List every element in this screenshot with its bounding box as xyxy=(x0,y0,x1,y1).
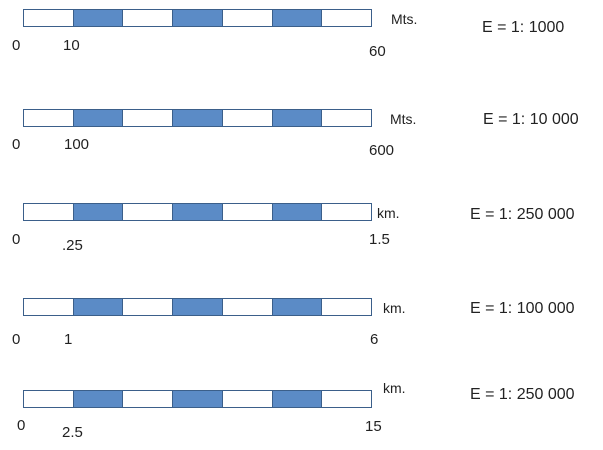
scale-bar-row-1: Mts. 0 10 60 E = 1: 1000 xyxy=(0,9,603,69)
end-tick-label: 600 xyxy=(369,142,395,159)
first-tick-label: 100 xyxy=(64,136,90,153)
bar-segment-filled xyxy=(272,110,323,126)
bar-segment-filled xyxy=(173,110,223,126)
bar-segment xyxy=(24,10,74,26)
bar-segment xyxy=(222,110,273,126)
unit-label: Mts. xyxy=(391,11,418,27)
bar-segment xyxy=(24,299,74,315)
scale-bar xyxy=(23,9,372,27)
bar-segment-filled xyxy=(173,204,223,220)
bar-segment-filled xyxy=(73,10,124,26)
end-tick-label: 6 xyxy=(370,331,379,348)
bar-segment xyxy=(24,391,74,407)
start-tick-label: 0 xyxy=(12,331,21,348)
scale-bar-row-4: km. 0 1 6 E = 1: 100 000 xyxy=(0,298,603,358)
scale-bar xyxy=(23,390,372,408)
end-tick-label: 60 xyxy=(369,43,386,60)
bar-segment xyxy=(123,299,174,315)
bar-segment-filled xyxy=(173,10,223,26)
bar-segment xyxy=(322,110,372,126)
scale-ratio: E = 1: 1000 xyxy=(482,19,565,36)
scale-ratio: E = 1: 250 000 xyxy=(470,206,575,223)
scale-bar xyxy=(23,203,372,221)
scale-bar xyxy=(23,109,372,127)
bar-segment xyxy=(123,204,174,220)
scale-bar-row-3: km. 0 .25 1.5 E = 1: 250 000 xyxy=(0,203,603,263)
first-tick-label: 10 xyxy=(63,37,80,54)
bar-segment-filled xyxy=(73,110,124,126)
bar-segment xyxy=(222,391,273,407)
unit-label: Mts. xyxy=(390,111,417,127)
bar-segment-filled xyxy=(173,391,223,407)
bar-segment-filled xyxy=(272,204,323,220)
unit-label: km. xyxy=(383,300,406,316)
bar-segment-filled xyxy=(73,204,124,220)
bar-segment xyxy=(123,110,174,126)
bar-segment xyxy=(322,391,372,407)
start-tick-label: 0 xyxy=(12,37,21,54)
scale-bar-row-2: Mts. 0 100 600 E = 1: 10 000 xyxy=(0,109,603,169)
bar-segment xyxy=(222,10,273,26)
unit-label: km. xyxy=(383,380,406,396)
bar-segment-filled xyxy=(73,391,124,407)
scale-ratio: E = 1: 250 000 xyxy=(470,386,575,403)
bar-segment xyxy=(24,204,74,220)
scale-ratio: E = 1: 100 000 xyxy=(470,300,575,317)
bar-segment-filled xyxy=(73,299,124,315)
bar-segment-filled xyxy=(272,299,323,315)
first-tick-label: .25 xyxy=(62,237,83,254)
unit-label: km. xyxy=(377,205,400,221)
first-tick-label: 2.5 xyxy=(62,424,83,441)
bar-segment xyxy=(322,204,372,220)
start-tick-label: 0 xyxy=(12,136,21,153)
bar-segment-filled xyxy=(272,10,323,26)
bar-segment-filled xyxy=(272,391,323,407)
bar-segment xyxy=(222,204,273,220)
start-tick-label: 0 xyxy=(12,231,21,248)
scale-bar xyxy=(23,298,372,316)
bar-segment-filled xyxy=(173,299,223,315)
scale-bar-row-5: km. 0 2.5 15 E = 1: 250 000 xyxy=(0,381,603,450)
bar-segment xyxy=(123,10,174,26)
bar-segment xyxy=(222,299,273,315)
first-tick-label: 1 xyxy=(64,331,73,348)
bar-segment xyxy=(322,299,372,315)
bar-segment xyxy=(24,110,74,126)
scale-ratio: E = 1: 10 000 xyxy=(483,111,579,128)
start-tick-label: 0 xyxy=(17,417,26,434)
bar-segment xyxy=(322,10,372,26)
bar-segment xyxy=(123,391,174,407)
end-tick-label: 1.5 xyxy=(369,231,390,248)
end-tick-label: 15 xyxy=(365,418,382,435)
